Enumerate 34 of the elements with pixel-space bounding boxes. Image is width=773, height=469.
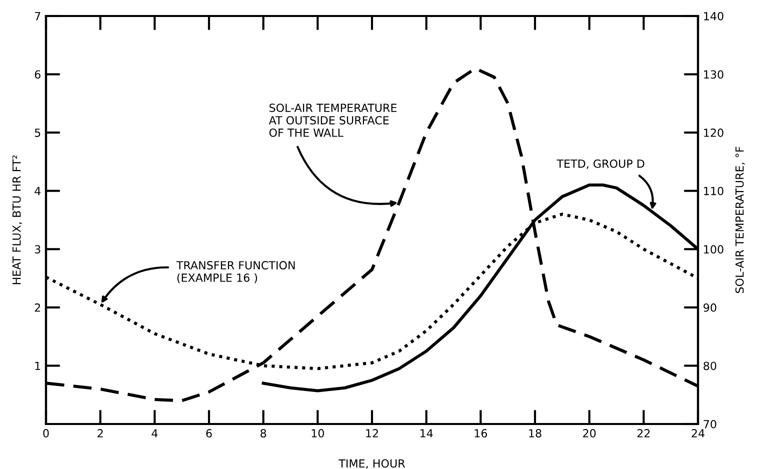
x-tick-label: 24 — [692, 429, 704, 438]
x-axis-title: TIME, HOUR — [338, 459, 406, 469]
x-tick-label: 10 — [312, 429, 324, 438]
y-tick-label: 1 — [35, 362, 40, 370]
y-tick-label: 2 — [34, 303, 40, 312]
annotation: TETD, GROUP D — [556, 159, 644, 169]
x-tick-label: 0 — [43, 429, 49, 438]
y2-tick-label: 90 — [704, 303, 716, 312]
y-tick-label: 5 — [34, 128, 40, 137]
y-tick-label: 7 — [34, 12, 40, 20]
y2-tick-label: 70 — [704, 420, 716, 428]
y2-tick-label: 120 — [704, 128, 724, 137]
y-tick-label: 3 — [34, 245, 40, 254]
annotation: TRANSFER FUNCTION (EXAMPLE 16 ) — [176, 261, 295, 284]
x-tick-label: 22 — [637, 429, 650, 438]
x-tick-label: 20 — [583, 429, 596, 438]
x-tick-label: 2 — [98, 429, 103, 438]
y2-tick-label: 100 — [704, 245, 724, 254]
x-tick-label: 18 — [529, 429, 542, 438]
x-tick-label: 4 — [152, 429, 158, 438]
x-tick-label: 8 — [260, 429, 266, 438]
x-tick-label: 12 — [366, 429, 378, 438]
x-tick-label: 6 — [206, 429, 212, 438]
y2-tick-label: 130 — [704, 70, 724, 79]
y-tick-label: 6 — [34, 70, 40, 79]
x-tick-label: 16 — [474, 429, 488, 438]
y2-axis-title: SOL-AIR TEMPERATURE, °F — [735, 146, 745, 294]
x-tick-label: 14 — [420, 429, 433, 438]
y2-tick-label: 140 — [704, 12, 724, 20]
y-axis-title: HEAT FLUX, BTU HR FT² — [12, 156, 22, 284]
y2-tick-label: 110 — [704, 186, 724, 196]
y2-tick-label: 80 — [704, 362, 716, 370]
annotation: SOL-AIR TEMPERATURE AT OUTSIDE SURFACE OF THE WALL — [268, 104, 397, 137]
y-tick-label: 4 — [34, 186, 41, 196]
